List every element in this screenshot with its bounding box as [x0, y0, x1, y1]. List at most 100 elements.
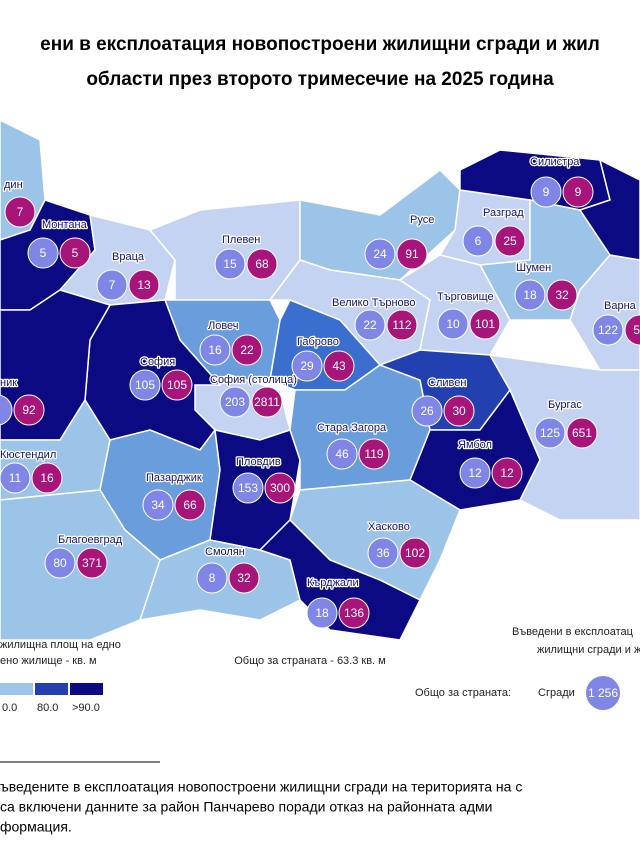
- dwellings-bubble: [59, 237, 91, 269]
- buildings-bubble: [214, 248, 246, 280]
- buildings-bubble: [326, 438, 358, 470]
- dwellings-bubble: [443, 395, 475, 427]
- dwellings-value: 101: [475, 317, 495, 331]
- dwellings-value: 5: [72, 246, 79, 260]
- buildings-bubble: [367, 537, 399, 569]
- dwellings-value: 7: [17, 205, 24, 219]
- dwellings-value: 16: [40, 471, 54, 485]
- dwellings-bubble: [174, 489, 206, 521]
- dwellings-value: 9: [575, 185, 582, 199]
- region-name: Варна: [604, 300, 637, 312]
- buildings-value: 22: [363, 318, 377, 332]
- region-name: Ловеч: [208, 320, 239, 332]
- title: ени в експлоатация новопостроени жилищни…: [40, 34, 600, 55]
- buildings-bubble: [462, 225, 494, 257]
- region-name: Стара Загора: [317, 422, 387, 434]
- region-name: София: [140, 356, 175, 368]
- buildings-value: 7: [109, 278, 116, 292]
- buildings-value: 18: [523, 288, 537, 302]
- dwellings-value: 112: [392, 318, 411, 332]
- buildings-value: 105: [135, 378, 155, 392]
- legend-bubble: [586, 676, 620, 710]
- buildings-bubble: [534, 417, 566, 449]
- region-name: Монтана: [42, 219, 88, 231]
- dwellings-bubble: [562, 176, 594, 208]
- buildings-bubble: [27, 237, 59, 269]
- dwellings-bubble: [13, 394, 45, 426]
- dwellings-value: 32: [555, 288, 569, 302]
- region-name: София (столица): [210, 374, 297, 386]
- dwellings-value: 651: [572, 426, 592, 440]
- region-name: Кюстендил: [0, 449, 56, 461]
- legend-text: жилищни сгради и ж: [537, 644, 640, 656]
- legend-label: 0.0: [2, 702, 17, 714]
- buildings-bubble: [196, 562, 228, 594]
- region-name: Велико Търново: [332, 297, 416, 309]
- dwellings-value: 68: [255, 257, 269, 271]
- dwellings-bubble: [128, 269, 160, 301]
- dwellings-value: 300: [270, 481, 290, 495]
- buildings-value: 24: [373, 247, 387, 261]
- buildings-value: 26: [420, 404, 434, 418]
- legend-text: жилищна площ на едно: [0, 639, 121, 651]
- dwellings-bubble: [494, 225, 526, 257]
- region-name: Сливен: [428, 377, 466, 389]
- legend-text: Сгради: [538, 687, 575, 699]
- buildings-value: 29: [300, 359, 314, 373]
- buildings-bubble: [232, 472, 264, 504]
- dwellings-value: 25: [503, 234, 517, 248]
- region-area: [258, 518, 422, 641]
- buildings-bubble: [459, 457, 491, 489]
- dwellings-bubble: [4, 196, 36, 228]
- legend-text: Общо за страната:: [415, 687, 511, 699]
- dwellings-value: 102: [405, 546, 425, 560]
- buildings-value: 46: [335, 447, 349, 461]
- dwellings-bubble: [251, 386, 283, 418]
- dwellings-bubble: [161, 369, 193, 401]
- region-name: Шумен: [516, 262, 551, 274]
- legend-swatch: [70, 683, 103, 695]
- buildings-bubble: [306, 597, 338, 629]
- legend-swatch: [0, 683, 33, 695]
- region-name: Пазарджик: [146, 472, 202, 484]
- dwellings-value: 53: [633, 323, 640, 337]
- region-name: Пловдив: [236, 456, 281, 468]
- dwellings-bubble: [624, 314, 640, 346]
- region-name: Плевен: [222, 234, 260, 246]
- footnote: ъведените в експлоатация новопостроени ж…: [0, 779, 522, 795]
- dwellings-bubble: [31, 462, 63, 494]
- legend-swatch: [35, 683, 68, 695]
- buildings-value: 6: [475, 234, 482, 248]
- buildings-bubble: [199, 334, 231, 366]
- region-name: Кърджали: [307, 577, 359, 589]
- region-name: Бургас: [548, 399, 582, 411]
- buildings-value: 9: [0, 403, 1, 417]
- legend-label: 80.0: [37, 702, 58, 714]
- buildings-bubble: [291, 350, 323, 382]
- region-name: Враца: [112, 251, 145, 263]
- legend-value: 1 256: [588, 686, 618, 700]
- dwellings-bubble: [469, 308, 501, 340]
- dwellings-value: 22: [240, 343, 254, 357]
- map: [0, 119, 640, 641]
- buildings-value: 153: [238, 481, 258, 495]
- region-name: Русе: [410, 214, 434, 226]
- dwellings-value: 92: [22, 403, 36, 417]
- dwellings-bubble: [396, 238, 428, 270]
- region-name: Габрово: [297, 336, 339, 348]
- footnote: са включени данните за район Панчарево п…: [0, 799, 492, 815]
- dwellings-value: 13: [137, 278, 151, 292]
- buildings-bubble: [354, 309, 386, 341]
- region-area: [578, 158, 640, 261]
- dwellings-value: 30: [452, 404, 466, 418]
- dwellings-bubble: [546, 279, 578, 311]
- dwellings-bubble: [386, 309, 418, 341]
- dwellings-value: 91: [405, 247, 419, 261]
- buildings-value: 18: [315, 606, 329, 620]
- buildings-value: 36: [376, 546, 390, 560]
- buildings-bubble: [411, 395, 443, 427]
- buildings-value: 16: [208, 343, 222, 357]
- color-legend: 0.0 80.0 >90.0: [0, 683, 103, 714]
- buildings-bubble: [44, 547, 76, 579]
